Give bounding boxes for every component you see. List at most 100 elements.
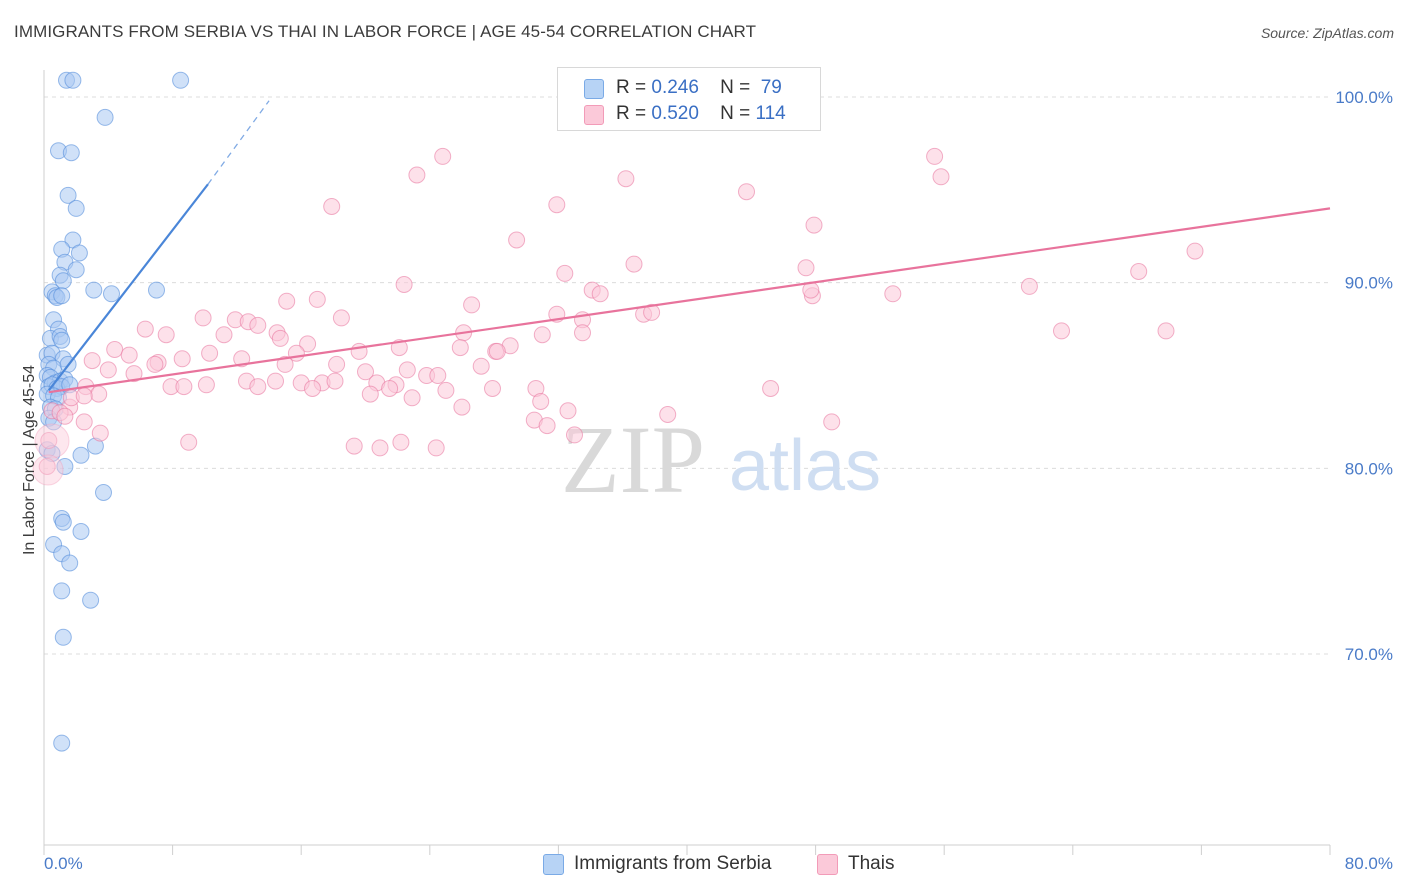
y-tick-label: 90.0%: [1345, 274, 1393, 293]
point-thais: [392, 433, 410, 451]
point-thais: [106, 341, 124, 358]
point-thais: [591, 285, 609, 303]
trend-line-serbia-extension: [207, 100, 270, 185]
point-thais: [559, 402, 577, 420]
point-serbia: [67, 199, 85, 217]
point-thais: [566, 426, 583, 444]
point-serbia: [54, 513, 72, 531]
point-thais: [90, 385, 108, 403]
bottom-legend-label-thais: Thais: [848, 853, 895, 874]
x-tick-label-min: 0.0%: [44, 854, 83, 873]
point-serbia: [62, 144, 80, 162]
point-thais: [453, 398, 471, 416]
bottom-legend-label-serbia: Immigrants from Serbia: [574, 853, 772, 874]
point-thais: [249, 378, 267, 396]
point-thais: [345, 437, 363, 455]
point-thais: [40, 432, 58, 449]
y-tick-label: 100.0%: [1335, 88, 1393, 107]
point-thais: [484, 380, 501, 397]
point-thais: [548, 196, 566, 214]
legend-r-value-serbia: 0.246: [651, 77, 699, 98]
chart-title: IMMIGRANTS FROM SERBIA VS THAI IN LABOR …: [14, 22, 757, 41]
point-thais: [488, 342, 506, 360]
legend-n-value-serbia: 79: [760, 77, 782, 98]
point-thais-large: [32, 454, 64, 486]
point-thais: [56, 407, 74, 425]
y-axis-label: In Labor Force | Age 45-54: [21, 365, 38, 555]
legend-swatch-serbia: [584, 79, 604, 99]
trend-line-thais: [48, 207, 1331, 394]
point-serbia: [103, 285, 120, 303]
point-serbia: [61, 554, 79, 572]
point-thais: [120, 346, 138, 364]
legend-r-label: R =: [616, 103, 647, 124]
point-thais: [173, 350, 191, 368]
point-thais: [326, 372, 344, 390]
point-thais: [1053, 322, 1070, 340]
bottom-legend-swatch-serbia: [543, 854, 564, 875]
legend-n-label: N =: [720, 103, 751, 124]
point-thais: [926, 147, 944, 165]
point-serbia: [54, 628, 72, 646]
legend-n-value-thais: 114: [755, 103, 786, 124]
point-serbia: [64, 71, 82, 89]
point-thais: [408, 166, 426, 184]
point-thais: [278, 292, 296, 310]
watermark-zip: ZIP: [561, 406, 705, 513]
point-thais: [146, 355, 164, 373]
point-serbia: [85, 281, 103, 299]
watermark-atlas: atlas: [729, 426, 881, 506]
point-thais: [215, 326, 233, 344]
point-thais: [643, 303, 661, 321]
trend-lines: [47, 100, 1331, 394]
point-thais: [932, 168, 950, 186]
point-serbia: [72, 523, 90, 540]
point-thais: [556, 264, 574, 282]
y-tick-label: 70.0%: [1345, 645, 1393, 664]
point-thais: [427, 439, 445, 457]
point-serbia: [53, 734, 71, 752]
watermark: ZIP atlas: [561, 406, 881, 513]
bottom-legend-swatch-thais: [817, 854, 838, 875]
point-thais: [75, 413, 93, 431]
point-thais: [201, 344, 219, 362]
point-serbia: [53, 331, 71, 349]
point-thais: [762, 380, 780, 397]
point-thais-large: [34, 423, 70, 459]
point-thais: [357, 363, 374, 381]
point-serbia: [70, 244, 88, 262]
point-thais: [451, 339, 469, 357]
point-thais: [276, 355, 294, 373]
point-thais: [136, 320, 154, 338]
point-serbia: [82, 591, 100, 609]
point-thais: [429, 367, 447, 384]
point-thais: [398, 361, 416, 379]
point-thais: [361, 385, 379, 403]
point-thais: [437, 381, 455, 399]
point-thais: [91, 424, 109, 442]
legend: R = 0.246 N = 79 R = 0.520 N = 114: [557, 67, 821, 131]
point-thais: [371, 439, 389, 457]
point-thais: [157, 326, 175, 344]
point-thais: [308, 290, 326, 308]
point-thais: [797, 259, 815, 277]
point-serbia: [148, 281, 165, 299]
point-thais: [249, 316, 267, 334]
point-thais: [125, 365, 143, 383]
point-thais: [625, 255, 643, 273]
source-label: Source: ZipAtlas.com: [1260, 25, 1394, 41]
point-thais: [197, 376, 215, 394]
point-serbia: [56, 458, 74, 475]
series-layer: [32, 71, 1204, 752]
point-thais: [1130, 263, 1148, 280]
point-thais: [267, 372, 284, 390]
trend-line-serbia: [47, 183, 209, 392]
point-thais: [83, 352, 101, 370]
legend-swatch-thais: [584, 105, 604, 125]
point-thais: [75, 387, 93, 405]
point-thais: [463, 296, 481, 314]
point-thais: [434, 147, 452, 165]
point-thais: [805, 216, 823, 234]
point-thais: [299, 335, 317, 353]
